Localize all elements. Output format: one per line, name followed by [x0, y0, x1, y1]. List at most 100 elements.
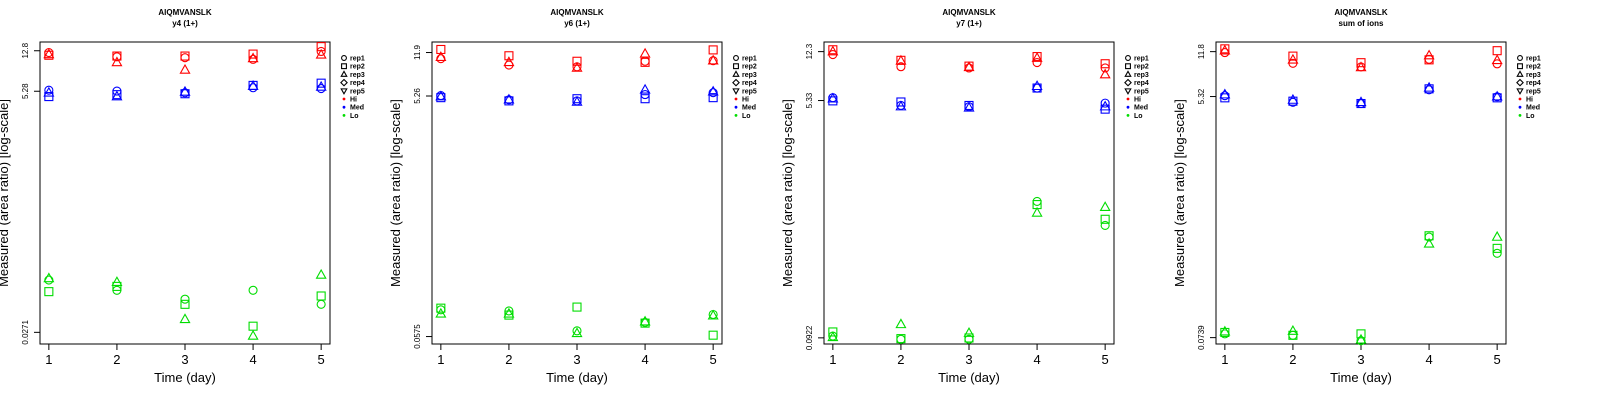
data-point-med-rep2 — [1424, 84, 1434, 94]
legend-label: rep1 — [1526, 56, 1541, 63]
x-tick-label: 5 — [1102, 352, 1109, 367]
data-point-lo-rep2 — [1220, 327, 1230, 338]
data-point-lo-rep2 — [572, 302, 582, 312]
legend-symbol-hi — [734, 97, 738, 101]
data-point-med-rep3 — [1423, 81, 1435, 92]
data-point-med-rep3 — [1287, 93, 1299, 104]
data-point-hi-rep1 — [436, 54, 446, 64]
data-point-lo-rep2 — [248, 321, 258, 331]
data-point-med-rep3 — [827, 92, 839, 103]
chart-panel-3: AIQMVANSLK y7 (1+) 1 2 3 4 5 12.3 5.33 0.0922 Time… — [780, 8, 1149, 385]
data-point-med-rep1 — [708, 88, 718, 98]
y-axis-label: Measured (area ratio) [log-scale] — [0, 99, 11, 287]
data-point-hi-rep2 — [640, 57, 650, 67]
data-point-lo-rep2 — [896, 334, 906, 344]
data-point-hi-rep3 — [179, 63, 191, 74]
data-point-hi-rep3 — [435, 51, 447, 61]
legend-symbol-med — [1126, 105, 1130, 109]
data-point-lo-rep3 — [1219, 325, 1231, 336]
data-point-med-rep3 — [895, 100, 907, 111]
data-point-lo-rep1 — [1492, 248, 1502, 258]
y-tick-label: 0.0922 — [805, 325, 814, 350]
data-point-med-rep2 — [964, 100, 974, 111]
data-point-med-rep1 — [248, 83, 258, 93]
data-point-med-rep1 — [316, 84, 326, 94]
legend-symbol-med — [1518, 105, 1522, 109]
legend-label: Lo — [1526, 113, 1535, 120]
x-tick-label: 3 — [181, 352, 188, 367]
data-point-med-rep3 — [503, 93, 515, 104]
legend-symbol-rep5 — [340, 88, 348, 95]
data-point-hi-rep2 — [436, 44, 446, 55]
legend-label: rep2 — [1134, 64, 1149, 71]
legend-symbol-lo — [1518, 114, 1522, 117]
legend-label: rep5 — [1134, 88, 1149, 95]
data-point-med-rep3 — [707, 85, 719, 96]
data-point-lo-rep3 — [43, 272, 55, 283]
data-point-hi-rep3 — [963, 61, 975, 72]
data-point-hi-rep3 — [1287, 53, 1299, 64]
data-point-med-rep2 — [316, 78, 326, 88]
y-axis-label: Measured (area ratio) [log-scale] — [1172, 99, 1187, 287]
data-point-lo-rep3 — [1355, 333, 1367, 344]
legend-label: rep5 — [1526, 88, 1541, 95]
legend-label: rep2 — [350, 64, 365, 71]
chart-subtitle: y7 (1+) — [956, 19, 982, 28]
data-point-med-rep2 — [572, 94, 582, 104]
y-tick-label: 11.8 — [1197, 44, 1206, 60]
data-point-lo-rep2 — [1492, 243, 1502, 253]
data-point-hi-rep1 — [896, 62, 906, 72]
plot-frame — [431, 41, 723, 345]
legend-symbol-rep2 — [341, 63, 347, 70]
data-point-lo-rep1 — [1032, 196, 1042, 206]
data-point-hi-rep3 — [1099, 68, 1111, 79]
legend-label: rep2 — [1526, 64, 1541, 71]
y-tick-label: 0.0575 — [413, 324, 422, 349]
data-point-hi-rep3 — [895, 54, 907, 65]
legend-symbol-lo — [342, 114, 346, 117]
legend-label: rep1 — [1134, 56, 1149, 63]
data-point-hi-rep2 — [572, 56, 582, 66]
data-point-lo-rep2 — [708, 330, 718, 340]
data-point-hi-rep3 — [639, 47, 651, 58]
data-point-hi-rep3 — [315, 48, 327, 59]
x-tick-label: 3 — [573, 352, 580, 367]
data-point-hi-rep3 — [1423, 49, 1435, 60]
data-point-med-rep3 — [1219, 88, 1231, 99]
data-point-med-rep3 — [247, 80, 259, 90]
data-point-lo-rep3 — [503, 307, 515, 318]
data-point-lo-rep3 — [435, 307, 447, 318]
data-point-lo-rep3 — [179, 313, 191, 324]
y-tick-label: 5.28 — [21, 83, 30, 99]
x-tick-label: 5 — [710, 352, 717, 367]
x-tick-label: 3 — [965, 352, 972, 367]
legend-symbol-lo — [734, 114, 738, 117]
data-point-lo-rep1 — [572, 326, 582, 336]
chart-subtitle: y6 (1+) — [564, 19, 590, 28]
legend-label: Lo — [1134, 113, 1143, 120]
x-tick-label: 4 — [249, 352, 256, 367]
data-point-hi-rep3 — [503, 56, 515, 67]
data-point-lo-rep2 — [964, 333, 974, 343]
legend-label: rep3 — [350, 72, 365, 79]
data-point-lo-rep1 — [316, 299, 326, 309]
y-tick-label: 5.33 — [805, 92, 814, 108]
data-point-med-rep2 — [708, 93, 718, 103]
data-point-hi-rep3 — [111, 56, 123, 67]
x-tick-label: 4 — [641, 352, 648, 367]
data-point-med-rep3 — [639, 83, 651, 94]
data-point-hi-rep2 — [112, 51, 122, 61]
legend-symbol-med — [342, 105, 346, 109]
data-point-hi-rep2 — [1356, 58, 1366, 68]
data-point-lo-rep2 — [828, 327, 838, 337]
chart-panel-1: AIQMVANSLK y4 (1+) 1 2 3 4 5 12.8 5.28 0.0271 Time… — [0, 8, 365, 385]
data-point-lo-rep3 — [111, 276, 123, 287]
x-tick-label: 2 — [1289, 352, 1296, 367]
legend-label: rep3 — [1134, 72, 1149, 79]
data-point-med-rep3 — [1355, 96, 1367, 107]
data-point-hi-rep3 — [1031, 52, 1043, 62]
data-point-med-rep2 — [640, 94, 650, 104]
data-point-lo-rep2 — [112, 281, 122, 291]
legend-symbol-rep2 — [1125, 63, 1131, 70]
